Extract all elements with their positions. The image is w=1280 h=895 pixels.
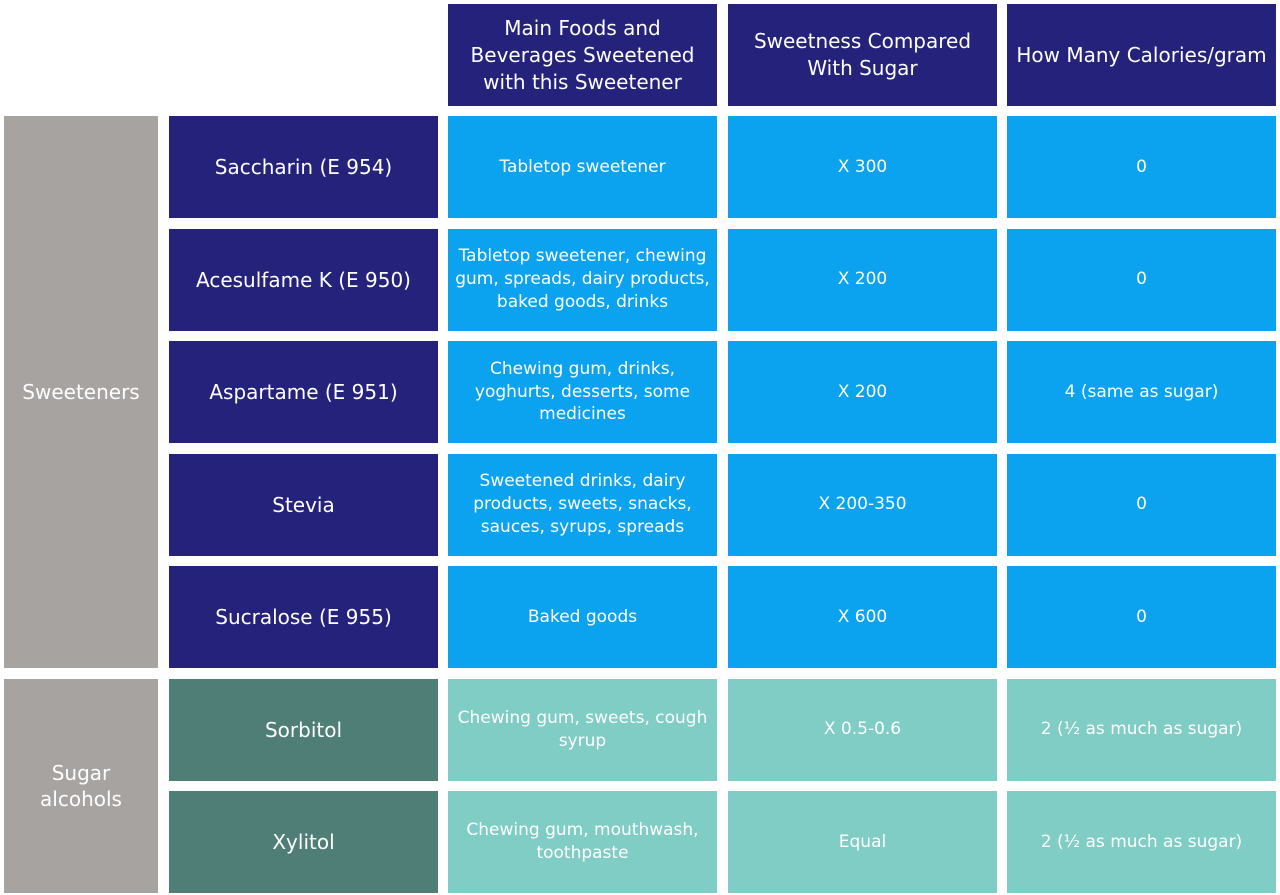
cell-foods: Chewing gum, sweets, cough syrup (448, 678, 717, 781)
row-name: Saccharin (E 954) (169, 116, 438, 218)
cell-calories: 0 (1007, 566, 1276, 668)
cell-sweetness: X 0.5-0.6 (728, 678, 997, 781)
column-header: How Many Calories/gram (1007, 4, 1276, 106)
row-name: Acesulfame K (E 950) (169, 228, 438, 331)
row-name: Stevia (169, 453, 438, 556)
column-header: Main Foods and Beverages Sweetened with … (448, 4, 717, 106)
cell-calories: 0 (1007, 228, 1276, 331)
cell-foods: Chewing gum, drinks, yoghurts, desserts,… (448, 341, 717, 443)
cell-calories: 4 (same as sugar) (1007, 341, 1276, 443)
cell-calories: 0 (1007, 453, 1276, 556)
cell-sweetness: X 600 (728, 566, 997, 668)
cell-foods: Sweetened drinks, dairy products, sweets… (448, 453, 717, 556)
cell-sweetness: Equal (728, 791, 997, 893)
row-name: Sorbitol (169, 678, 438, 781)
cell-foods: Chewing gum, mouthwash, toothpaste (448, 791, 717, 893)
row-name: Sucralose (E 955) (169, 566, 438, 668)
cell-sweetness: X 200-350 (728, 453, 997, 556)
row-name: Aspartame (E 951) (169, 341, 438, 443)
cell-foods: Tabletop sweetener, chewing gum, spreads… (448, 228, 717, 331)
cell-foods: Tabletop sweetener (448, 116, 717, 218)
column-header: Sweetness Compared With Sugar (728, 4, 997, 106)
group-label: Sugar alcohols (4, 678, 158, 893)
cell-calories: 0 (1007, 116, 1276, 218)
cell-calories: 2 (½ as much as sugar) (1007, 791, 1276, 893)
row-name: Xylitol (169, 791, 438, 893)
cell-sweetness: X 300 (728, 116, 997, 218)
cell-foods: Baked goods (448, 566, 717, 668)
cell-sweetness: X 200 (728, 228, 997, 331)
group-label: Sweeteners (4, 116, 158, 668)
cell-sweetness: X 200 (728, 341, 997, 443)
cell-calories: 2 (½ as much as sugar) (1007, 678, 1276, 781)
